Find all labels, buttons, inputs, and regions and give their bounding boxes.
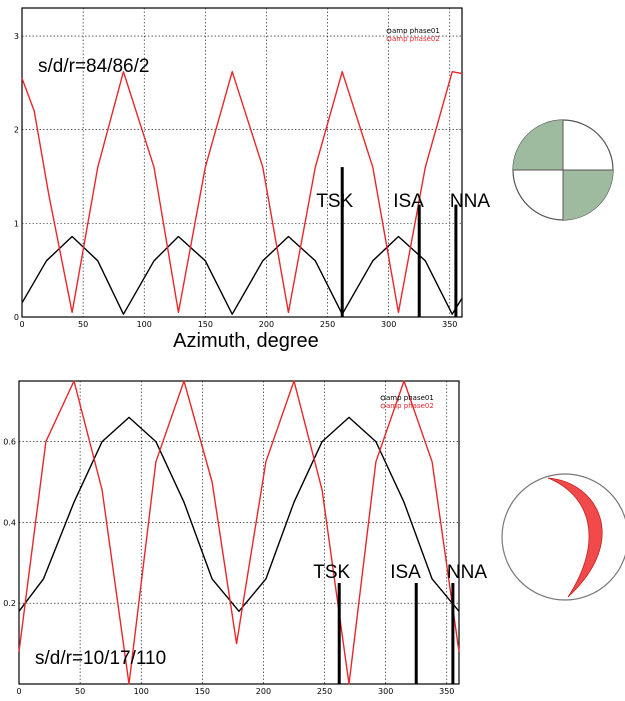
x-tick-label: 0 <box>19 320 24 329</box>
legend-marker <box>380 395 386 401</box>
chart-top: TSK ISA NNA 0 50 100 150 200 250 300 350 0 1 2 3 s/d/… <box>14 7 490 352</box>
grid <box>22 8 462 317</box>
legend-entry-phase01: amp phase01 <box>392 27 440 35</box>
x-tick-label: 50 <box>75 687 85 696</box>
y-tick-label: 0.2 <box>3 599 16 608</box>
y-tick-label: 0 <box>14 313 19 322</box>
focal-mechanism-annotation: s/d/r=84/86/2 <box>38 56 149 77</box>
focal-mechanism-annotation: s/d/r=10/17/110 <box>35 648 166 669</box>
station-label-isa: ISA <box>390 562 421 583</box>
legend-marker <box>380 403 386 409</box>
series-line-amp-phase02 <box>21 70 463 314</box>
x-tick-label: 300 <box>378 687 393 696</box>
x-tick-label: 350 <box>442 320 457 329</box>
x-tick-label: 0 <box>16 687 21 696</box>
x-tick-label: 350 <box>439 687 454 696</box>
y-tick-label: 0.4 <box>3 518 16 527</box>
station-label-nna: NNA <box>450 191 490 212</box>
y-tick-label: 1 <box>14 219 19 228</box>
legend-entry-phase01: amp phase01 <box>386 394 434 402</box>
grid <box>19 381 459 684</box>
tick-labels: 0 50 100 150 200 250 300 350 0.2 0.4 0.6 <box>3 438 454 696</box>
legend-marker <box>386 36 392 42</box>
legend-entry-phase02: amp phase02 <box>392 35 440 43</box>
x-tick-label: 100 <box>137 320 152 329</box>
x-tick-label: 150 <box>195 687 210 696</box>
x-axis-label: Azimuth, degree <box>173 330 319 352</box>
legend-marker <box>386 28 392 34</box>
y-tick-label: 2 <box>14 126 19 135</box>
station-label-tsk: TSK <box>316 191 353 212</box>
x-tick-label: 200 <box>256 687 271 696</box>
beachball-bottom <box>501 473 625 601</box>
station-label-isa: ISA <box>393 191 424 212</box>
series <box>18 380 460 685</box>
series-line-amp-phase01 <box>18 416 460 612</box>
series-line-amp-phase01 <box>21 235 463 315</box>
station-markers: TSK ISA NNA <box>316 167 490 317</box>
series-line-amp-phase02 <box>18 380 460 685</box>
x-tick-label: 100 <box>134 687 149 696</box>
x-tick-label: 150 <box>198 320 213 329</box>
legend-entry-phase02: amp phase02 <box>386 402 434 410</box>
station-label-tsk: TSK <box>313 562 350 583</box>
x-tick-label: 200 <box>259 320 274 329</box>
plot-frame <box>21 7 463 318</box>
station-markers: TSK ISA NNA <box>313 562 487 684</box>
series <box>21 28 463 315</box>
plot-frame <box>18 380 460 685</box>
x-tick-label: 300 <box>381 320 396 329</box>
x-tick-label: 250 <box>317 687 332 696</box>
tick-labels: 0 50 100 150 200 250 300 350 0 1 2 3 <box>14 32 458 329</box>
x-tick-label: 50 <box>78 320 88 329</box>
chart-bottom: TSK ISA NNA 0 50 100 150 200 250 300 350 0.2 0.4 0.6… <box>3 380 487 696</box>
station-label-nna: NNA <box>447 562 487 583</box>
y-tick-label: 3 <box>14 32 19 41</box>
y-tick-label: 0.6 <box>3 438 16 447</box>
beachball-top <box>512 119 614 221</box>
x-tick-label: 250 <box>320 320 335 329</box>
